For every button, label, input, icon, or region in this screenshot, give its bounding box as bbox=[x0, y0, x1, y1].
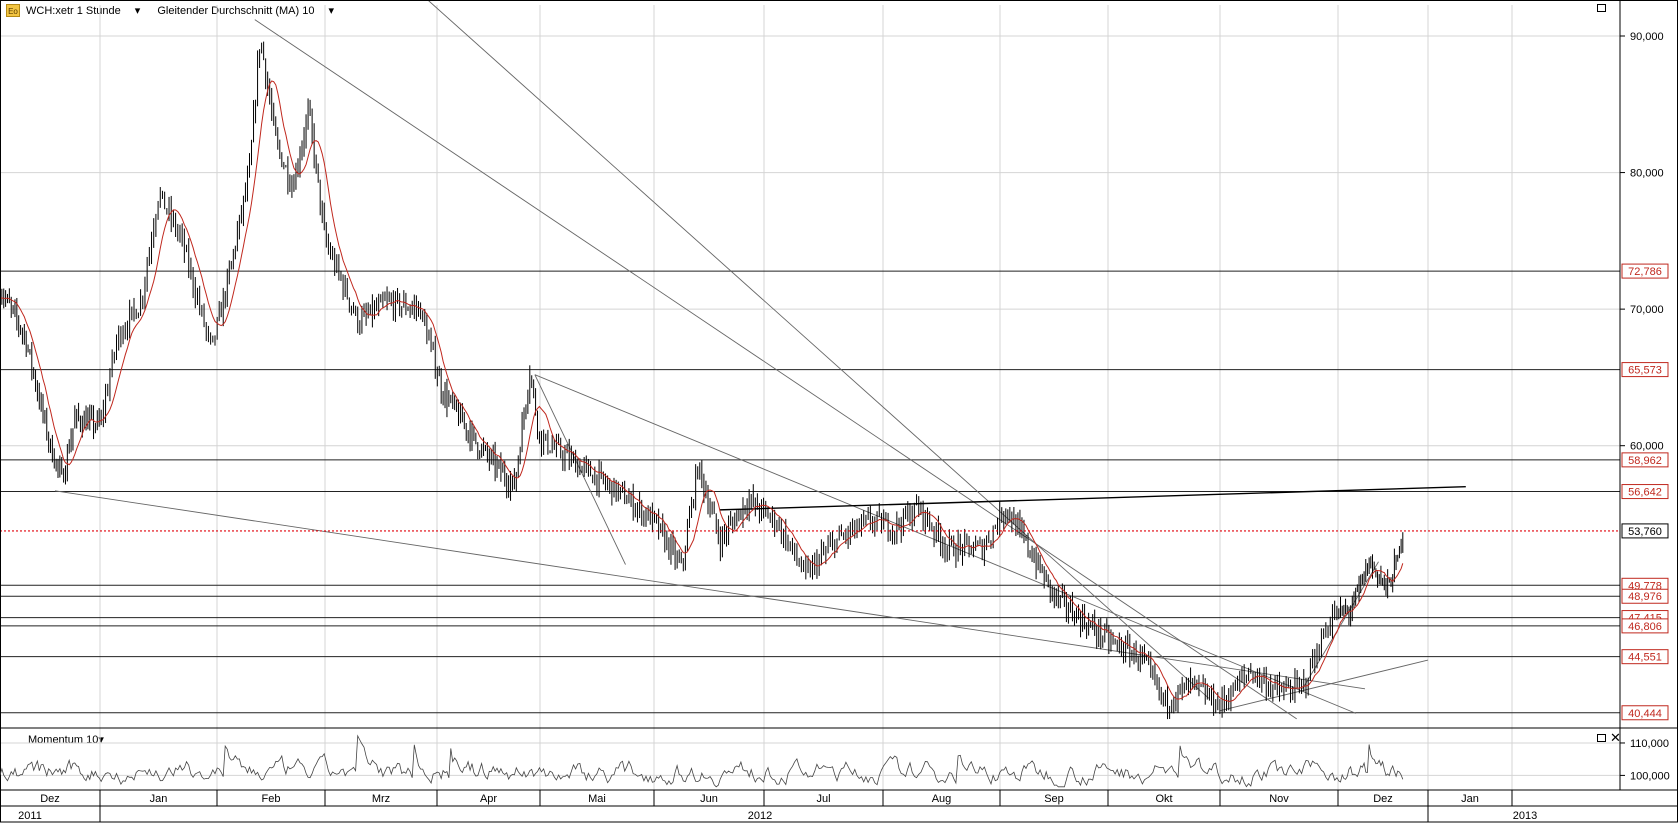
momentum-panel: 100,000 110,000 bbox=[0, 734, 1670, 788]
month-label: Feb bbox=[262, 793, 281, 805]
chart-logo: Eo bbox=[6, 4, 20, 17]
current-price-label: 53,760 bbox=[1628, 526, 1662, 538]
momentum-line bbox=[0, 734, 1404, 788]
ma-indicator-selector[interactable]: Gleitender Durchschnitt (MA) 10 bbox=[157, 5, 315, 17]
month-label: Mai bbox=[588, 793, 606, 805]
symbol-dropdown-icon[interactable]: ▾ bbox=[134, 5, 141, 17]
ma-dropdown-icon[interactable]: ▾ bbox=[328, 5, 335, 17]
level-label: 48,976 bbox=[1628, 591, 1662, 603]
trendline bbox=[1302, 561, 1379, 690]
month-label: Jul bbox=[816, 793, 830, 805]
level-label: 46,806 bbox=[1628, 621, 1662, 633]
momentum-dropdown-icon[interactable]: ▾ bbox=[98, 734, 104, 746]
momentum-tick-label: 110,000 bbox=[1630, 738, 1669, 750]
level-label-box bbox=[1621, 263, 1669, 279]
maximize-main-icon[interactable] bbox=[1597, 4, 1606, 12]
price-tick-label: 70,000 bbox=[1630, 304, 1664, 316]
level-label-box bbox=[1621, 588, 1669, 604]
close-momentum-icon[interactable]: ✕ bbox=[1610, 730, 1621, 745]
month-label: Nov bbox=[1269, 793, 1289, 805]
momentum-tick-label: 100,000 bbox=[1630, 770, 1670, 782]
level-label-box bbox=[1621, 362, 1669, 378]
grid-lines bbox=[0, 5, 1620, 790]
month-label: Mrz bbox=[372, 793, 390, 805]
trendline bbox=[1219, 659, 1429, 712]
moving-average-line bbox=[0, 80, 1404, 703]
level-label-box bbox=[1621, 649, 1669, 665]
year-label: 2013 bbox=[1513, 810, 1537, 822]
level-label: 72,786 bbox=[1628, 266, 1662, 278]
month-label: Okt bbox=[1155, 793, 1172, 805]
month-label: Apr bbox=[480, 793, 497, 805]
level-label: 65,573 bbox=[1628, 365, 1662, 377]
month-label: Dez bbox=[40, 793, 60, 805]
symbol-selector[interactable]: WCH:xetr 1 Stunde bbox=[26, 5, 121, 17]
month-label: Aug bbox=[932, 793, 952, 805]
trendline bbox=[254, 19, 1297, 720]
current-price: 53,760 bbox=[0, 523, 1669, 539]
level-label-box bbox=[1621, 484, 1669, 500]
trendline bbox=[54, 490, 1366, 690]
chart-header: WCH:xetr 1 Stunde ▾ Gleitender Durchschni… bbox=[26, 4, 348, 17]
candles bbox=[0, 41, 1404, 720]
level-label: 44,551 bbox=[1628, 652, 1662, 664]
price-tick-label: 90,000 bbox=[1630, 31, 1664, 43]
level-label-box bbox=[1621, 452, 1669, 468]
month-label: Jan bbox=[1461, 793, 1479, 805]
time-axis: Dez Jan Feb Mrz Apr Mai Jun Jul Aug Sep Okt Nov Dez J… bbox=[0, 789, 1678, 822]
month-label: Dez bbox=[1373, 793, 1393, 805]
level-label-box bbox=[1621, 618, 1669, 634]
trendlines bbox=[54, 0, 1466, 720]
current-price-box bbox=[1621, 523, 1669, 539]
year-label: 2011 bbox=[18, 810, 42, 822]
maximize-momentum-icon[interactable] bbox=[1597, 734, 1606, 742]
price-tick-label: 60,000 bbox=[1630, 441, 1664, 453]
price-tick-label: 80,000 bbox=[1630, 168, 1664, 180]
level-label-box bbox=[1621, 705, 1669, 721]
month-label: Jan bbox=[150, 793, 168, 805]
trendline bbox=[719, 485, 1466, 511]
horizontal-levels: 72,78665,57358,96256,64249,77848,97647,4… bbox=[0, 263, 1669, 721]
month-label: Sep bbox=[1044, 793, 1064, 805]
level-label: 40,444 bbox=[1628, 708, 1662, 720]
level-label: 56,642 bbox=[1628, 487, 1662, 499]
level-label: 58,962 bbox=[1628, 455, 1662, 467]
month-label: Jun bbox=[700, 793, 718, 805]
year-label: 2012 bbox=[748, 810, 772, 822]
trendline bbox=[427, 0, 1210, 699]
